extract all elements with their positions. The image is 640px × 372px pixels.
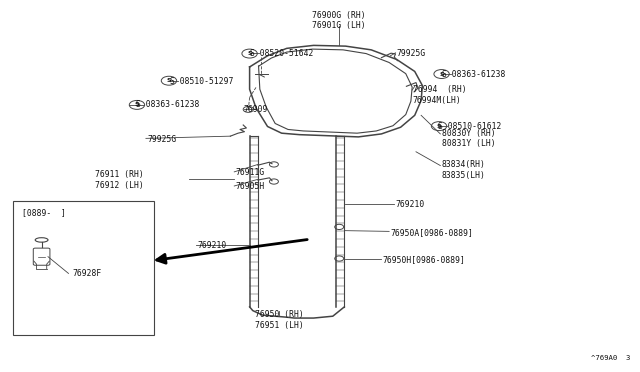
Text: S: S	[439, 71, 444, 77]
Text: 76928F: 76928F	[72, 269, 102, 278]
Text: 76950H[0986-0889]: 76950H[0986-0889]	[383, 255, 465, 264]
Text: 83834(RH)
83835(LH): 83834(RH) 83835(LH)	[442, 160, 486, 180]
Text: S: S	[134, 102, 140, 108]
Text: 76905H: 76905H	[236, 182, 265, 191]
Text: S 08510-51297: S 08510-51297	[170, 77, 233, 86]
Text: 76909: 76909	[243, 105, 268, 114]
Text: S 08363-61238: S 08363-61238	[136, 100, 199, 109]
Text: S: S	[247, 51, 252, 56]
Text: 79925G: 79925G	[147, 135, 177, 144]
Text: S 08520-51642: S 08520-51642	[250, 49, 313, 58]
Text: 76994  (RH)
76994M(LH): 76994 (RH) 76994M(LH)	[413, 85, 467, 105]
Text: S: S	[166, 78, 172, 83]
Text: [0889-  ]: [0889- ]	[22, 208, 67, 217]
Text: 769210: 769210	[197, 241, 227, 250]
Text: 76911 (RH)
76912 (LH): 76911 (RH) 76912 (LH)	[95, 170, 143, 190]
Text: 769210: 769210	[396, 200, 425, 209]
Text: 76950A[0986-0889]: 76950A[0986-0889]	[390, 228, 473, 237]
Text: S: S	[436, 124, 442, 129]
Text: 79925G: 79925G	[397, 49, 426, 58]
Text: 76911G: 76911G	[236, 168, 265, 177]
Text: 80830Y (RH)
80831Y (LH): 80830Y (RH) 80831Y (LH)	[442, 129, 495, 148]
Text: 76950 (RH)
76951 (LH): 76950 (RH) 76951 (LH)	[255, 310, 303, 330]
Text: 76900G (RH)
76901G (LH): 76900G (RH) 76901G (LH)	[312, 11, 366, 30]
Text: S 08363-61238: S 08363-61238	[442, 70, 505, 79]
Bar	[13, 201, 154, 335]
FancyBboxPatch shape	[33, 248, 50, 265]
Text: S 08510-61612: S 08510-61612	[438, 122, 502, 131]
Text: ^769A0  3: ^769A0 3	[591, 355, 630, 361]
